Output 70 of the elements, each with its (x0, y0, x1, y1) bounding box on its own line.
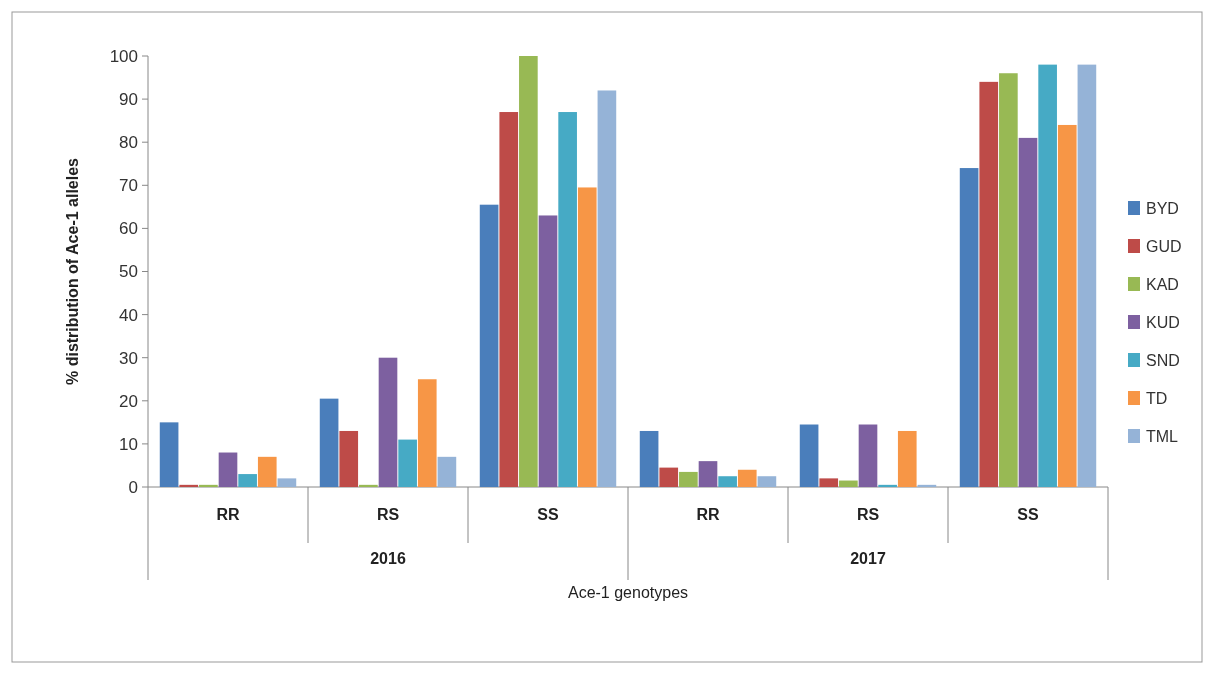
x-tick-label: SS (1017, 506, 1039, 523)
x-tick-label: RS (376, 506, 400, 523)
bar (1018, 137, 1038, 487)
y-tick-label: 20 (119, 391, 138, 411)
legend-label: SND (1146, 351, 1180, 369)
bar (737, 469, 757, 487)
y-tick-label: 80 (119, 133, 138, 153)
bar (159, 422, 179, 487)
bar (597, 90, 617, 487)
bar (538, 215, 558, 487)
y-tick-label: 30 (119, 348, 138, 368)
bar (238, 474, 257, 487)
y-tick-label: 100 (109, 46, 138, 66)
y-tick-label: 0 (128, 477, 138, 497)
bar (897, 430, 917, 487)
legend-label: KAD (1146, 275, 1179, 293)
bar (319, 398, 339, 487)
bar (479, 204, 499, 487)
y-axis-title: % distribution of Ace-1 alleles (64, 157, 81, 386)
bar (577, 187, 597, 487)
bar (199, 484, 218, 487)
bar (979, 81, 999, 487)
text: 2016 (370, 550, 406, 567)
bar (718, 476, 737, 487)
bar (417, 379, 437, 487)
bar (218, 452, 238, 487)
x-tick-label: RS (856, 506, 880, 523)
bar (698, 461, 718, 487)
bar (558, 112, 577, 487)
bar (679, 471, 698, 487)
bar (339, 430, 359, 487)
bar (799, 424, 819, 487)
y-tick-label: 70 (119, 176, 138, 196)
x-tick-label: SS (537, 506, 559, 523)
bar (499, 112, 519, 487)
bar (917, 484, 937, 487)
y-tick-label: 90 (119, 90, 138, 110)
legend-label: TD (1146, 389, 1168, 407)
bar (839, 480, 858, 487)
bar (959, 168, 979, 487)
bar (519, 56, 538, 487)
legend-label: GUD (1146, 237, 1182, 255)
bar (359, 484, 378, 487)
y-tick-label: 40 (119, 305, 138, 325)
bar (639, 430, 659, 487)
legend-label: BYD (1146, 199, 1179, 217)
bar (378, 357, 398, 487)
x-axis-title: Ace-1 genotypes (567, 584, 689, 601)
bar (757, 476, 777, 487)
bar (257, 456, 277, 487)
bar (1057, 124, 1077, 487)
bar (437, 456, 457, 487)
y-tick-label: 60 (119, 219, 138, 239)
bar (277, 478, 297, 487)
text: 2017 (850, 550, 886, 567)
bar (179, 484, 199, 487)
legend-label: TML (1146, 427, 1179, 445)
bar (819, 478, 839, 487)
bar (1077, 64, 1097, 487)
x-tick-label: RR (696, 506, 720, 523)
bar (858, 424, 878, 487)
bar (1038, 64, 1057, 487)
bar (659, 467, 679, 487)
bar (398, 439, 417, 487)
bar (878, 484, 897, 487)
y-tick-label: 10 (119, 434, 138, 454)
bar (999, 73, 1018, 487)
y-tick-label: 50 (119, 262, 138, 282)
legend-label: KUD (1146, 313, 1180, 331)
x-tick-label: RR (216, 506, 240, 523)
